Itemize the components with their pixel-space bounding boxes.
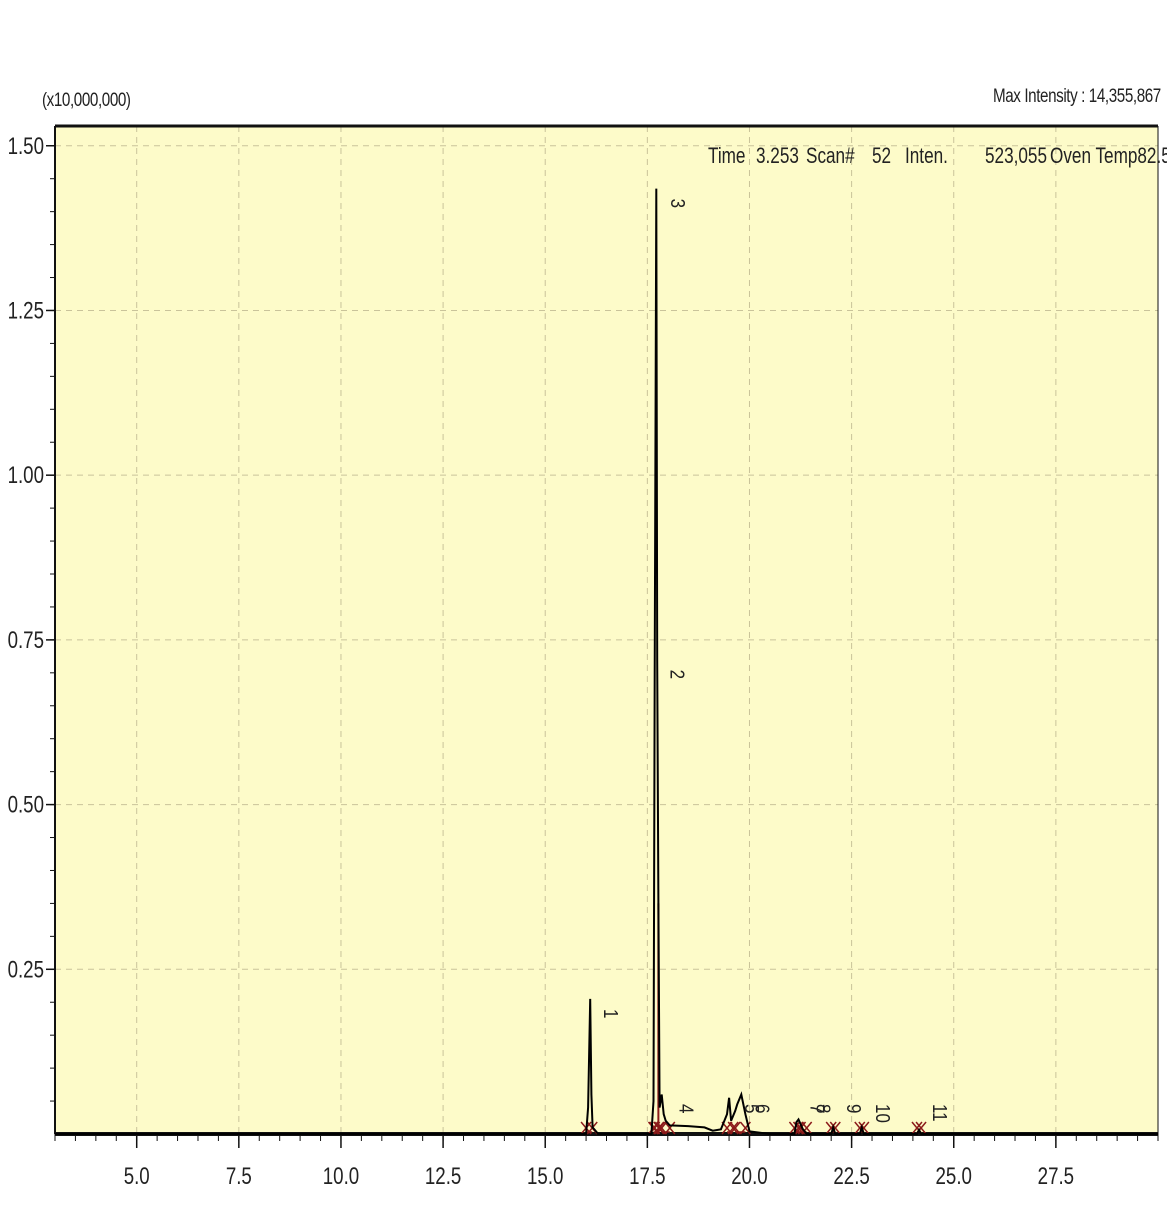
plot-area: [55, 126, 1158, 1134]
peak-start-marker: [729, 1121, 741, 1135]
status-inten-value: 523,055: [985, 144, 1047, 169]
y-tick-label: 1.50: [8, 133, 44, 160]
peak-start-marker: [911, 1121, 923, 1135]
x-tick-label: 5.0: [124, 1163, 150, 1190]
x-tick-label: 22.5: [833, 1163, 869, 1190]
x-tick-label: 7.5: [226, 1163, 252, 1190]
x-tick-label: 20.0: [731, 1163, 767, 1190]
peak-label: 1: [600, 1009, 623, 1018]
peak-label: 10: [872, 1104, 895, 1123]
peak-label: 9: [843, 1104, 866, 1113]
peak-labels: 1 2 3 4 56 78 9 10 11: [600, 199, 951, 1123]
x-tick-label: 12.5: [425, 1163, 461, 1190]
y-tick-label: 1.25: [8, 297, 44, 324]
peak-label: 4: [675, 1104, 698, 1113]
y-tick-label: 0.75: [8, 627, 44, 654]
status-scan-label: Scan#: [806, 144, 855, 169]
y-tick-label: 0.50: [8, 791, 44, 818]
x-tick-label: 17.5: [629, 1163, 665, 1190]
grid-lines: [55, 126, 1158, 1134]
x-tick-label: 27.5: [1038, 1163, 1074, 1190]
status-scan-value: 52: [872, 144, 891, 169]
peak-label: 5: [741, 1104, 764, 1113]
peak-start-marker: [825, 1121, 837, 1135]
x-tick-label: 10.0: [323, 1163, 359, 1190]
y-tick-label: 1.00: [8, 462, 44, 489]
chromatogram-trace: [55, 188, 1158, 1135]
x-tick-label: 15.0: [527, 1163, 563, 1190]
status-readout: Time 3.253 Scan# 52 Inten. 523,055 Oven …: [708, 144, 1167, 169]
y-scale-multiplier: (x10,000,000): [42, 90, 131, 111]
peak-label: 6: [751, 1104, 774, 1113]
peak-label: 7: [806, 1104, 829, 1113]
peak-label: 11: [929, 1104, 952, 1122]
max-intensity-readout: Max Intensity : 14,355,867: [993, 86, 1161, 107]
status-time-label: Time: [708, 144, 746, 169]
peak-label: 2: [666, 670, 689, 679]
peak-label: 8: [812, 1104, 835, 1113]
status-oven-temp: Oven Temp82.53: [1050, 144, 1167, 169]
peak-label: 3: [667, 199, 690, 208]
status-time-value: 3.253: [756, 144, 799, 169]
peak-start-marker: [854, 1121, 866, 1135]
y-tick-label: 0.25: [8, 956, 44, 983]
x-tick-label: 25.0: [936, 1163, 972, 1190]
status-inten-label: Inten.: [905, 144, 948, 169]
